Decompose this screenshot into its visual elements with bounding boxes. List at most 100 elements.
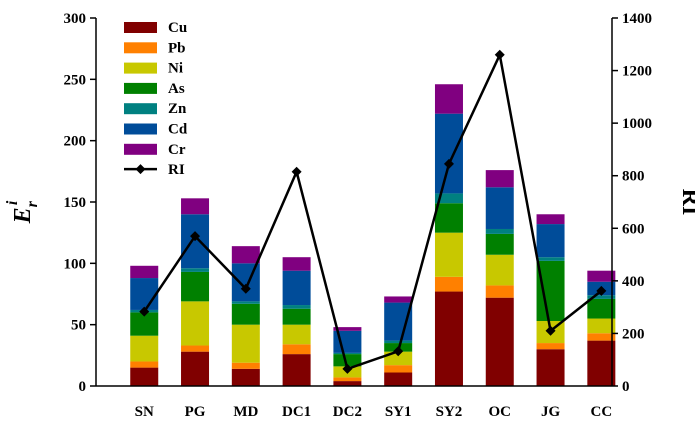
y-tick-label: 300: [64, 11, 87, 27]
legend-label-cr: Cr: [168, 142, 186, 158]
bar-segment-pb-pg: [181, 345, 210, 352]
bar-segment-as-pg: [181, 271, 210, 302]
legend-label-ni: Ni: [168, 61, 183, 77]
bar-segment-cu-oc: [485, 297, 514, 386]
bar-segment-cd-sy2: [434, 113, 463, 194]
axis-titles: Eri RI: [4, 189, 695, 225]
bar-segment-cu-sn: [130, 367, 159, 386]
bar-segment-as-dc1: [282, 308, 311, 325]
ri-marker-cc: [596, 285, 607, 296]
bar-segment-pb-sy2: [434, 276, 463, 292]
bar-segment-ni-sy2: [434, 232, 463, 277]
legend-swatch-ni: [124, 62, 157, 74]
legend-swatch-as: [124, 82, 157, 94]
y-tick-label: 50: [71, 318, 86, 334]
legend-swatch-cu: [124, 22, 157, 33]
bar-segment-cu-dc2: [333, 381, 362, 386]
x-tick-label: OC: [489, 404, 512, 420]
bar-segment-cd-dc2: [333, 330, 362, 353]
bar-segment-cr-sn: [130, 265, 159, 279]
bar-segment-cu-dc1: [282, 354, 311, 386]
bar-segment-ni-pg: [181, 301, 210, 346]
bar-segment-ni-dc1: [282, 324, 311, 345]
plot-area: [130, 49, 616, 386]
legend-label-pb: Pb: [168, 40, 186, 56]
ri-marker-sy1: [393, 346, 404, 357]
bar-segment-cd-sn: [130, 278, 159, 310]
x-tick-label: SY2: [436, 404, 463, 420]
bar-segment-pb-sy1: [384, 365, 413, 373]
ri-marker-dc1: [291, 166, 302, 177]
legend-label-cd: Cd: [168, 122, 188, 138]
bar-segment-cd-pg: [181, 214, 210, 269]
bar-segment-cu-cc: [587, 340, 616, 386]
bar-segment-cd-jg: [536, 224, 565, 258]
x-tick-label: SN: [135, 404, 154, 420]
legend-label-ri: RI: [168, 162, 185, 178]
bar-segment-zn-dc2: [333, 352, 362, 355]
bar-segment-cu-pg: [181, 351, 210, 386]
x-tick-label: JG: [541, 404, 561, 420]
bar-segment-cd-oc: [485, 187, 514, 229]
x-tick-label: MD: [233, 404, 258, 420]
x-tick-label: DC1: [282, 404, 311, 420]
ri-marker-dc2: [342, 363, 353, 374]
bar-segment-cr-cc: [587, 270, 616, 282]
bar-segment-cr-sy1: [384, 296, 413, 303]
legend-label-as: As: [168, 81, 185, 97]
bar-segment-zn-jg: [536, 257, 565, 261]
bar-segment-cu-sy1: [384, 372, 413, 386]
y-axis-title: Eri: [4, 200, 41, 224]
bar-segment-pb-cc: [587, 333, 616, 341]
x-tick-label: CC: [590, 404, 612, 420]
bar-segment-zn-dc1: [282, 305, 311, 309]
bar-segment-ni-cc: [587, 318, 616, 334]
legend: Cu Pb Ni As Zn Cd Cr RI: [124, 20, 188, 178]
bar-segment-ni-oc: [485, 254, 514, 286]
bar-segment-pb-sn: [130, 361, 159, 368]
x-tick-label: DC2: [333, 404, 362, 420]
bar-segment-cu-jg: [536, 349, 565, 386]
y2-tick-label: 1200: [622, 64, 652, 80]
legend-swatch-cd: [124, 123, 157, 135]
y-tick-label: 100: [64, 256, 87, 272]
bar-segment-cr-oc: [485, 170, 514, 188]
ri-marker-md: [240, 283, 251, 294]
bar-segment-zn-sy1: [384, 340, 413, 344]
ri-line: [143, 50, 603, 371]
x-tick-label: PG: [185, 404, 206, 420]
bar-segment-as-dc2: [333, 354, 362, 367]
y2-tick-label: 800: [622, 169, 645, 185]
y-tick-label: 0: [79, 379, 87, 395]
ri-marker-jg: [545, 325, 556, 336]
ri-marker-pg: [190, 231, 201, 242]
bar-segment-cd-sy1: [384, 302, 413, 341]
y-tick-label: 250: [64, 72, 87, 88]
bar-segment-zn-sy2: [434, 193, 463, 204]
legend-swatch-pb: [124, 42, 157, 54]
bar-segment-pb-md: [231, 362, 260, 369]
y2-tick-label: 200: [622, 326, 645, 342]
y2-tick-label: 400: [622, 274, 645, 290]
bar-segment-cr-dc2: [333, 327, 362, 331]
bar-segment-as-cc: [587, 298, 616, 319]
y2-tick-label: 600: [622, 221, 645, 237]
bar-segment-zn-cc: [587, 295, 616, 299]
bar-segment-cr-md: [231, 246, 260, 264]
bar-segment-pb-dc1: [282, 344, 311, 355]
bar-segment-pb-jg: [536, 343, 565, 350]
bar-segment-zn-md: [231, 301, 260, 304]
bar-segment-cd-dc1: [282, 270, 311, 306]
y-tick-label: 150: [64, 195, 87, 211]
x-tick-label: SY1: [385, 404, 412, 420]
legend-swatch-cr: [124, 143, 157, 155]
bar-segment-cr-sy2: [434, 84, 463, 114]
bar-segment-pb-dc2: [333, 377, 362, 382]
legend-marker-ri: [135, 164, 146, 175]
bar-segment-as-md: [231, 303, 260, 325]
legend-swatch-zn: [124, 103, 157, 115]
bar-segment-zn-pg: [181, 268, 210, 272]
legend-label-zn: Zn: [168, 101, 187, 117]
y-tick-label: 200: [64, 134, 87, 150]
